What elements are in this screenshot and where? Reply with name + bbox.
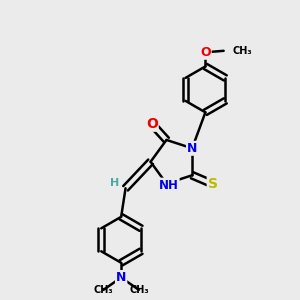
Text: O: O — [146, 117, 158, 131]
Text: N: N — [116, 271, 126, 284]
Text: CH₃: CH₃ — [232, 46, 252, 56]
Text: N: N — [187, 142, 197, 155]
Text: S: S — [208, 177, 218, 191]
Text: NH: NH — [159, 178, 179, 192]
Text: CH₃: CH₃ — [130, 286, 149, 296]
Text: H: H — [110, 178, 119, 188]
Text: CH₃: CH₃ — [93, 286, 113, 296]
Text: O: O — [200, 46, 211, 59]
